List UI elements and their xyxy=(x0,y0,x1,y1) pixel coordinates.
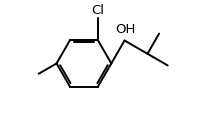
Text: OH: OH xyxy=(115,23,135,36)
Text: Cl: Cl xyxy=(91,4,104,17)
